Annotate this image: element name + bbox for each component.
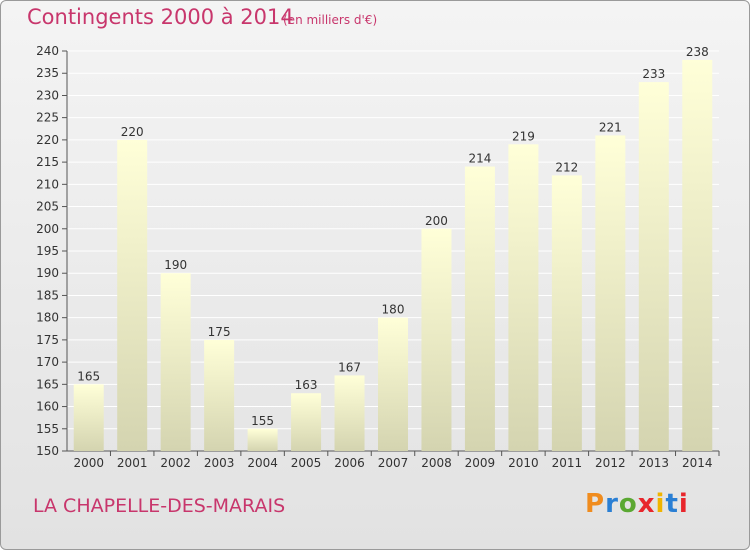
chart-title: Contingents 2000 à 2014 xyxy=(27,5,294,29)
y-tick-label: 185 xyxy=(36,288,59,302)
data-label: 220 xyxy=(121,125,144,139)
y-tick-label: 175 xyxy=(36,333,59,347)
y-tick-label: 225 xyxy=(36,111,59,125)
bar xyxy=(595,135,626,451)
bar xyxy=(378,317,408,451)
x-tick-label: 2011 xyxy=(552,456,583,470)
x-tick-label: 2004 xyxy=(247,456,278,470)
y-tick-label: 210 xyxy=(36,177,59,191)
data-label: 238 xyxy=(686,45,709,59)
bars xyxy=(73,59,713,452)
x-tick-label: 2009 xyxy=(465,456,496,470)
y-tick-label: 165 xyxy=(36,377,59,391)
bar xyxy=(464,166,495,452)
logo-letter: x xyxy=(637,489,656,519)
data-label: 212 xyxy=(555,160,578,174)
bar xyxy=(160,273,191,451)
x-tick-label: 2010 xyxy=(508,456,539,470)
data-label: 180 xyxy=(382,303,405,317)
data-label: 165 xyxy=(77,369,100,383)
y-tick-label: 220 xyxy=(36,133,59,147)
logo-letter: r xyxy=(605,489,619,519)
y-tick-label: 240 xyxy=(36,44,59,58)
x-tick-label: 2005 xyxy=(291,456,322,470)
x-tick-label: 2001 xyxy=(117,456,148,470)
x-tick-label: 2012 xyxy=(595,456,626,470)
y-tick-label: 215 xyxy=(36,155,59,169)
y-tick-label: 200 xyxy=(36,222,59,236)
x-tick-label: 2007 xyxy=(378,456,409,470)
bar xyxy=(204,339,235,451)
data-label: 214 xyxy=(468,152,491,166)
data-label: 190 xyxy=(164,258,187,272)
proxiti-logo[interactable]: Proxiti xyxy=(585,489,689,519)
bar xyxy=(247,428,278,451)
data-label: 219 xyxy=(512,129,535,143)
chart-subtitle: (en milliers d'€) xyxy=(283,13,378,27)
logo-letter: i xyxy=(678,489,689,519)
data-label: 163 xyxy=(295,378,318,392)
x-tick-label: 2002 xyxy=(160,456,191,470)
y-tick-label: 180 xyxy=(36,311,59,325)
bar xyxy=(117,139,148,451)
logo-letter: t xyxy=(665,489,679,519)
y-tick-label: 205 xyxy=(36,200,59,214)
bar xyxy=(421,228,452,451)
data-label: 167 xyxy=(338,360,361,374)
x-tick-label: 2003 xyxy=(204,456,235,470)
location-name: LA CHAPELLE-DES-MARAIS xyxy=(33,495,286,517)
data-label: 175 xyxy=(208,325,231,339)
bar xyxy=(291,393,322,451)
bar xyxy=(682,59,713,452)
data-label: 155 xyxy=(251,414,274,428)
y-tick-label: 230 xyxy=(36,88,59,102)
y-tick-label: 195 xyxy=(36,244,59,258)
bar xyxy=(334,375,365,451)
data-label: 221 xyxy=(599,120,622,134)
x-tick-label: 2006 xyxy=(334,456,365,470)
x-tick-label: 2014 xyxy=(682,456,713,470)
y-tick-label: 235 xyxy=(36,66,59,80)
bar xyxy=(73,384,104,451)
bar xyxy=(508,144,539,452)
x-tick-label: 2013 xyxy=(639,456,670,470)
logo-letter: i xyxy=(655,489,666,519)
y-tick-label: 155 xyxy=(36,422,59,436)
y-tick-label: 170 xyxy=(36,355,59,369)
logo-letter: o xyxy=(618,489,638,519)
y-tick-label: 150 xyxy=(36,444,59,458)
logo-letter: P xyxy=(585,489,606,519)
x-tick-label: 2000 xyxy=(73,456,104,470)
bar xyxy=(638,82,669,451)
y-tick-label: 190 xyxy=(36,266,59,280)
bar xyxy=(551,175,582,451)
data-label: 200 xyxy=(425,214,448,228)
x-tick-label: 2008 xyxy=(421,456,452,470)
y-tick-label: 160 xyxy=(36,400,59,414)
labels: 150 155 160 165 170 175 180 185 190 195 200 205 210 2… xyxy=(36,44,712,470)
data-label: 233 xyxy=(642,67,665,81)
